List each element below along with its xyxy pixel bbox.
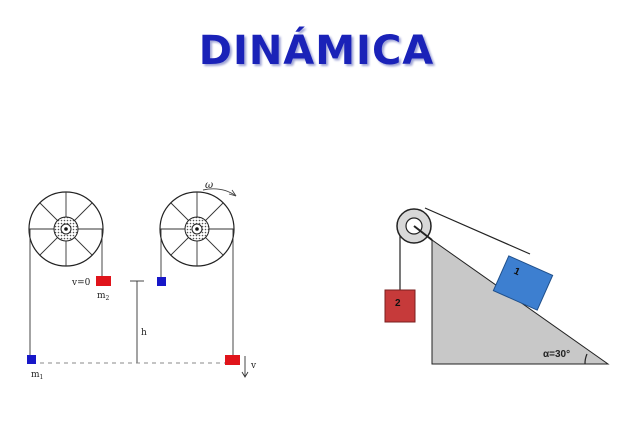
- inclined-plane-system: 1 2 α=30°: [384, 207, 610, 365]
- right-pulley-wheel: [159, 191, 235, 267]
- velocity-arrow-icon: [241, 356, 249, 378]
- block-m2-bottom: [225, 355, 240, 365]
- h-label: h: [141, 328, 147, 338]
- page-title: DINÁMICA: [198, 28, 435, 74]
- v0-label: v=0: [71, 278, 91, 288]
- incline-rope: [424, 207, 531, 255]
- v-label: v: [250, 361, 257, 371]
- height-marker: h: [130, 280, 147, 363]
- block-1-label: 1: [512, 266, 522, 278]
- left-pulley-system: v=0 m2 m1: [27, 191, 111, 381]
- block-m2-top: [96, 276, 111, 286]
- m1-label: m1: [31, 370, 43, 381]
- omega-label: ω: [205, 180, 213, 191]
- right-pulley-system: ω v: [157, 180, 257, 378]
- block-m1-top: [157, 277, 166, 286]
- left-pulley-wheel: [28, 191, 104, 267]
- angle-label: α=30°: [543, 349, 570, 360]
- incline-pulley: [396, 208, 433, 244]
- block-2-label: 2: [395, 298, 401, 309]
- rotation-arrow-icon: [202, 188, 237, 197]
- angle-arc: [584, 353, 588, 365]
- m2-label: m2: [97, 291, 110, 302]
- block-2: 2: [384, 289, 416, 323]
- block-1: 1: [492, 255, 554, 311]
- block-m1-bottom: [27, 355, 36, 364]
